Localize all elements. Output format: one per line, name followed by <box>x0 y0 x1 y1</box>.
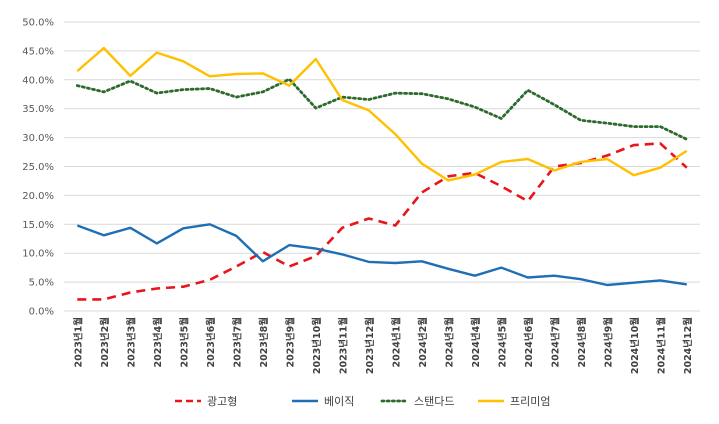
x-tick-label: 2024년1월 <box>390 317 402 368</box>
x-tick-label: 2023년3월 <box>125 317 137 368</box>
y-tick-label: 40.0% <box>22 75 54 86</box>
series-line-베이직 <box>76 223 687 287</box>
y-axis-ticks: 0.0% 5.0% 10.0% 15.0% 20.0% 25.0% 30.0% 35.0% 40… <box>22 18 54 318</box>
y-tick-label: 10.0% <box>22 249 54 260</box>
x-tick-label: 2024년11월 <box>655 317 667 374</box>
x-tick-label: 2023년8월 <box>258 317 270 368</box>
x-tick-label: 2023년4월 <box>152 317 164 368</box>
legend-label: 광고형 <box>207 395 237 408</box>
x-tick-label: 2024년6월 <box>523 317 535 368</box>
y-tick-label: 0.0% <box>29 307 54 318</box>
x-tick-label: 2024년3월 <box>443 317 455 368</box>
x-tick-label: 2024년10월 <box>629 317 641 374</box>
legend-label: 베이직 <box>324 395 354 408</box>
x-tick-label: 2023년12월 <box>364 317 376 374</box>
legend-label: 프리미엄 <box>510 395 550 408</box>
x-tick-label: 2024년5월 <box>496 317 508 368</box>
x-tick-label: 2023년6월 <box>205 317 217 368</box>
x-tick-label: 2024년9월 <box>602 317 614 368</box>
x-tick-label: 2023년10월 <box>311 317 323 374</box>
y-tick-label: 35.0% <box>22 104 54 115</box>
y-tick-label: 45.0% <box>22 46 54 57</box>
x-tick-label: 2024년4월 <box>470 317 482 368</box>
series-line-프리미엄 <box>76 46 688 182</box>
series-layer <box>75 46 689 301</box>
grid-layer <box>64 21 700 312</box>
y-tick-label: 20.0% <box>22 191 54 202</box>
x-tick-label: 2024년2월 <box>417 317 429 368</box>
y-tick-label: 5.0% <box>29 278 54 289</box>
x-tick-label: 2024년8월 <box>576 317 588 368</box>
series-line-광고형 <box>77 142 688 301</box>
x-axis-ticks: 2023년1월 2023년2월 2023년3월 2023년4월 2023년5월 2023년… <box>72 317 694 374</box>
x-tick-label: 2024년7월 <box>549 317 561 368</box>
x-tick-label: 2023년11월 <box>337 317 349 374</box>
x-tick-label: 2024년12월 <box>682 317 694 374</box>
y-tick-label: 25.0% <box>22 162 54 173</box>
y-tick-label: 50.0% <box>22 18 54 29</box>
x-tick-label: 2023년1월 <box>72 317 84 368</box>
x-tick-label: 2023년2월 <box>99 317 111 368</box>
legend-label: 스탠다드 <box>414 395 454 408</box>
legend: 광고형 베이직 스탠다드 프리미엄 <box>175 395 550 408</box>
series-line-스탠다드 <box>75 77 689 141</box>
y-tick-label: 15.0% <box>22 220 54 231</box>
x-tick-label: 2023년5월 <box>178 317 190 368</box>
x-tick-label: 2023년7월 <box>231 317 243 368</box>
y-tick-label: 30.0% <box>22 133 54 144</box>
x-tick-label: 2023년9월 <box>284 317 296 368</box>
